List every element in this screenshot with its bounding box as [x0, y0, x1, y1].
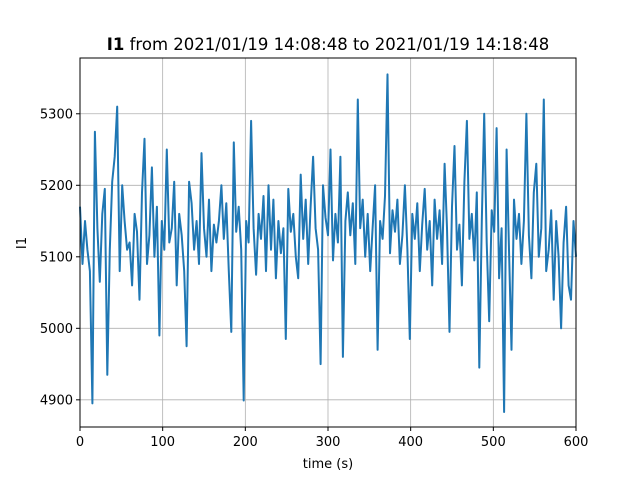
series-line-i1	[79, 73, 577, 413]
y-tick-label: 4900	[40, 393, 73, 408]
y-tick-label: 5100	[40, 250, 73, 265]
x-axis-label: time (s)	[303, 457, 353, 472]
grid-lines	[79, 58, 577, 427]
chart-title: I1 from 2021/01/19 14:08:48 to 2021/01/1…	[107, 35, 549, 54]
axis-ticks: 0 100 200 300 400 500 600 4900 5000 5100 5200 5300	[40, 107, 589, 450]
x-tick-label: 100	[150, 435, 175, 450]
x-tick-label: 400	[398, 435, 423, 450]
chart-title-rest: from 2021/01/19 14:08:48 to 2021/01/19 1…	[130, 35, 550, 54]
x-tick-label: 0	[76, 435, 84, 450]
x-tick-label: 500	[481, 435, 506, 450]
chart-title-bold: I1	[107, 35, 125, 54]
x-tick-label: 300	[316, 435, 341, 450]
y-tick-label: 5000	[40, 322, 73, 337]
plot-area	[79, 73, 577, 413]
x-tick-label: 200	[233, 435, 258, 450]
y-axis-label: I1	[15, 237, 30, 249]
y-tick-label: 5200	[40, 179, 73, 194]
x-tick-label: 600	[564, 435, 589, 450]
y-tick-label: 5300	[40, 107, 73, 122]
